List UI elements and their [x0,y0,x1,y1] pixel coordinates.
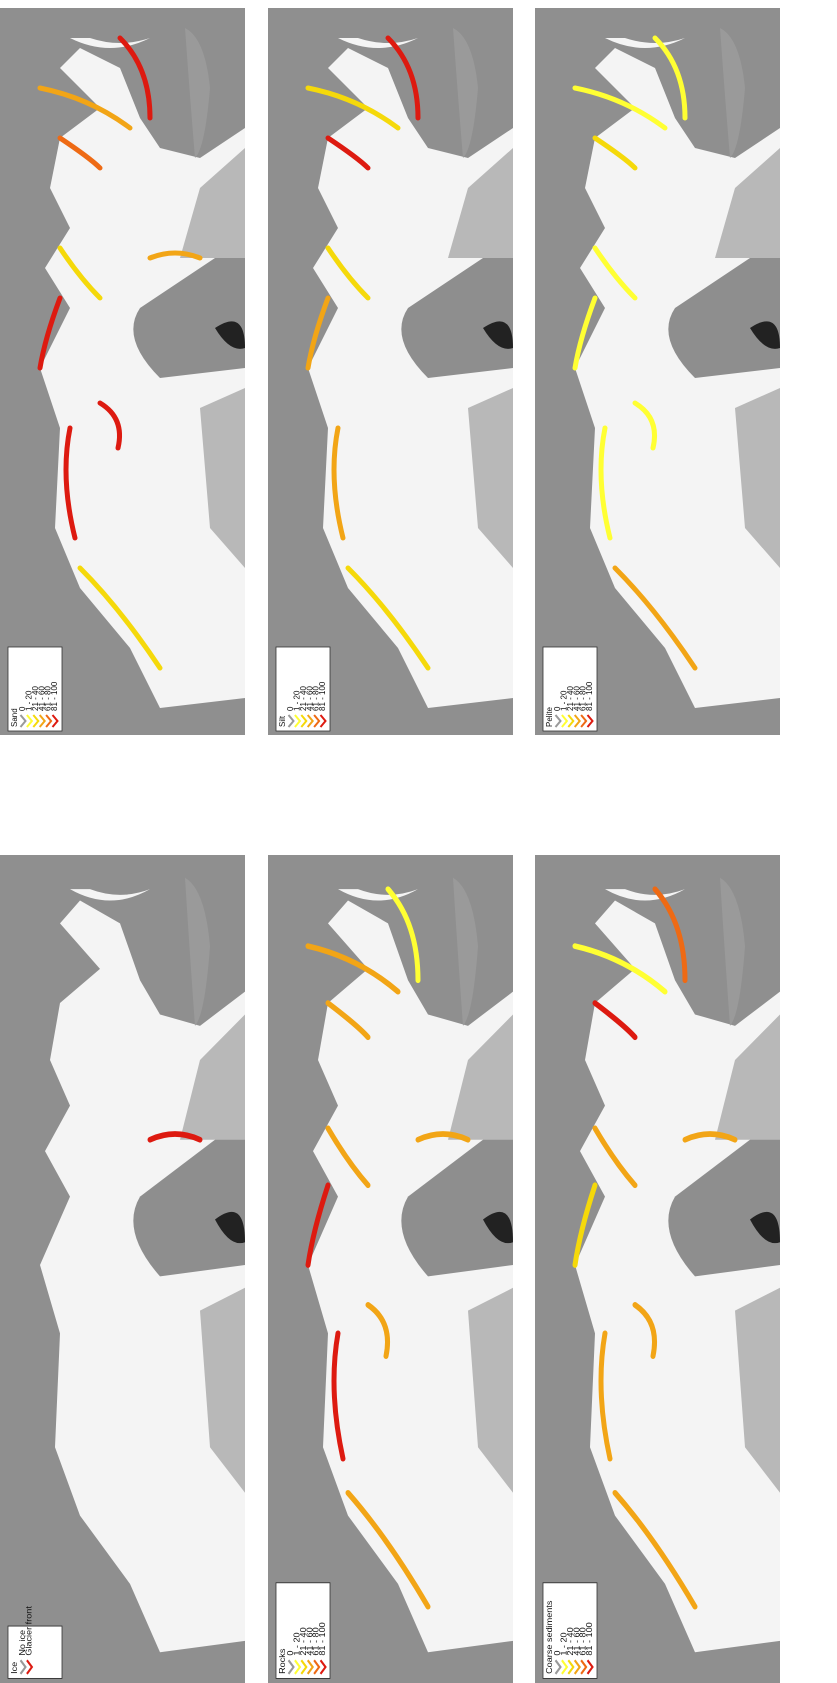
legend-label: 81 - 100 [50,681,59,711]
legend-title: Silt [278,715,287,727]
legend-title: Coarse sediments [545,1601,554,1674]
legend: Silt01 - 2021 - 4041 - 6061 - 8081 - 100 [276,647,330,731]
legend-label: 81 - 100 [318,681,327,711]
map-panel: Sand01 - 2021 - 4041 - 6061 - 8081 - 100 [0,8,245,735]
legend-label: 81 - 100 [585,681,594,711]
legend-label: 81 - 100 [318,1622,327,1656]
legend-label: Glacier front [24,1605,33,1655]
legend-label: 81 - 100 [585,1622,594,1656]
figure: Sand01 - 2021 - 4041 - 6061 - 8081 - 100… [0,0,837,1683]
legend-title: Ice [10,1661,19,1673]
